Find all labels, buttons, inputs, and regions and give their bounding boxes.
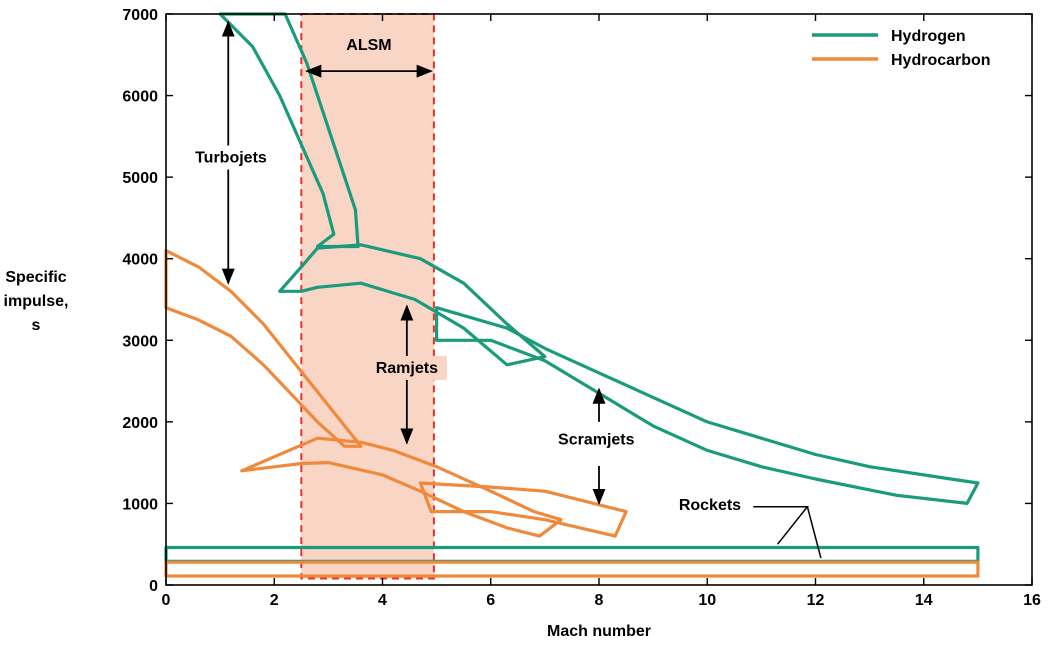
rocket-hydrogen-region [164,545,980,563]
turbojet-hydrocarbon-region [164,249,363,448]
ramjets-label-bg [366,355,447,380]
rockets-leader-hydrogen [753,505,809,545]
x-tick-label: 2 [270,592,279,609]
ramjet-hydrogen-region [278,243,547,367]
alsm-band [301,14,434,579]
y-axis-title-line: impulse, [4,293,69,310]
rocket-hydrocarbon-region [164,560,980,578]
x-tick-label: 16 [1023,592,1041,609]
y-tick-label: 0 [149,578,158,595]
alsm-label: ALSM [346,37,391,54]
x-tick-label: 4 [378,592,387,609]
x-tick-label: 12 [807,592,825,609]
alsm-label-bg [338,32,399,57]
x-tick-label: 14 [915,592,933,609]
scramjet-hydrogen-region [435,306,980,505]
scramjet-hydrocarbon-region [418,481,628,538]
x-tick-label: 0 [162,592,171,609]
rockets-leader-hydrocarbon [806,506,822,559]
y-tick-label: 4000 [122,252,158,269]
x-tick-label: 10 [698,592,716,609]
legend-label-hydrocarbon: Hydrocarbon [891,52,991,69]
turbojets-label-bg [182,145,279,170]
turbojets-label: Turbojets [195,149,267,166]
rockets-label: Rockets [679,497,741,514]
ramjet-hydrocarbon-region [240,436,563,538]
ramjets-label: Ramjets [376,360,438,377]
y-tick-label: 7000 [122,7,158,24]
y-tick-label: 3000 [122,333,158,350]
x-tick-label: 6 [486,592,495,609]
y-tick-label: 2000 [122,415,158,432]
y-tick-label: 6000 [122,89,158,106]
legend-label-hydrogen: Hydrogen [891,28,966,45]
y-axis-title-line: s [32,317,41,334]
y-tick-label: 5000 [122,170,158,187]
scramjets-label: Scramjets [558,432,635,449]
x-tick-label: 8 [595,592,604,609]
x-axis-title: Mach number [547,623,651,640]
y-tick-label: 1000 [122,496,158,513]
y-axis-title-line: Specific [5,269,66,286]
scramjets-label-bg [543,427,650,452]
